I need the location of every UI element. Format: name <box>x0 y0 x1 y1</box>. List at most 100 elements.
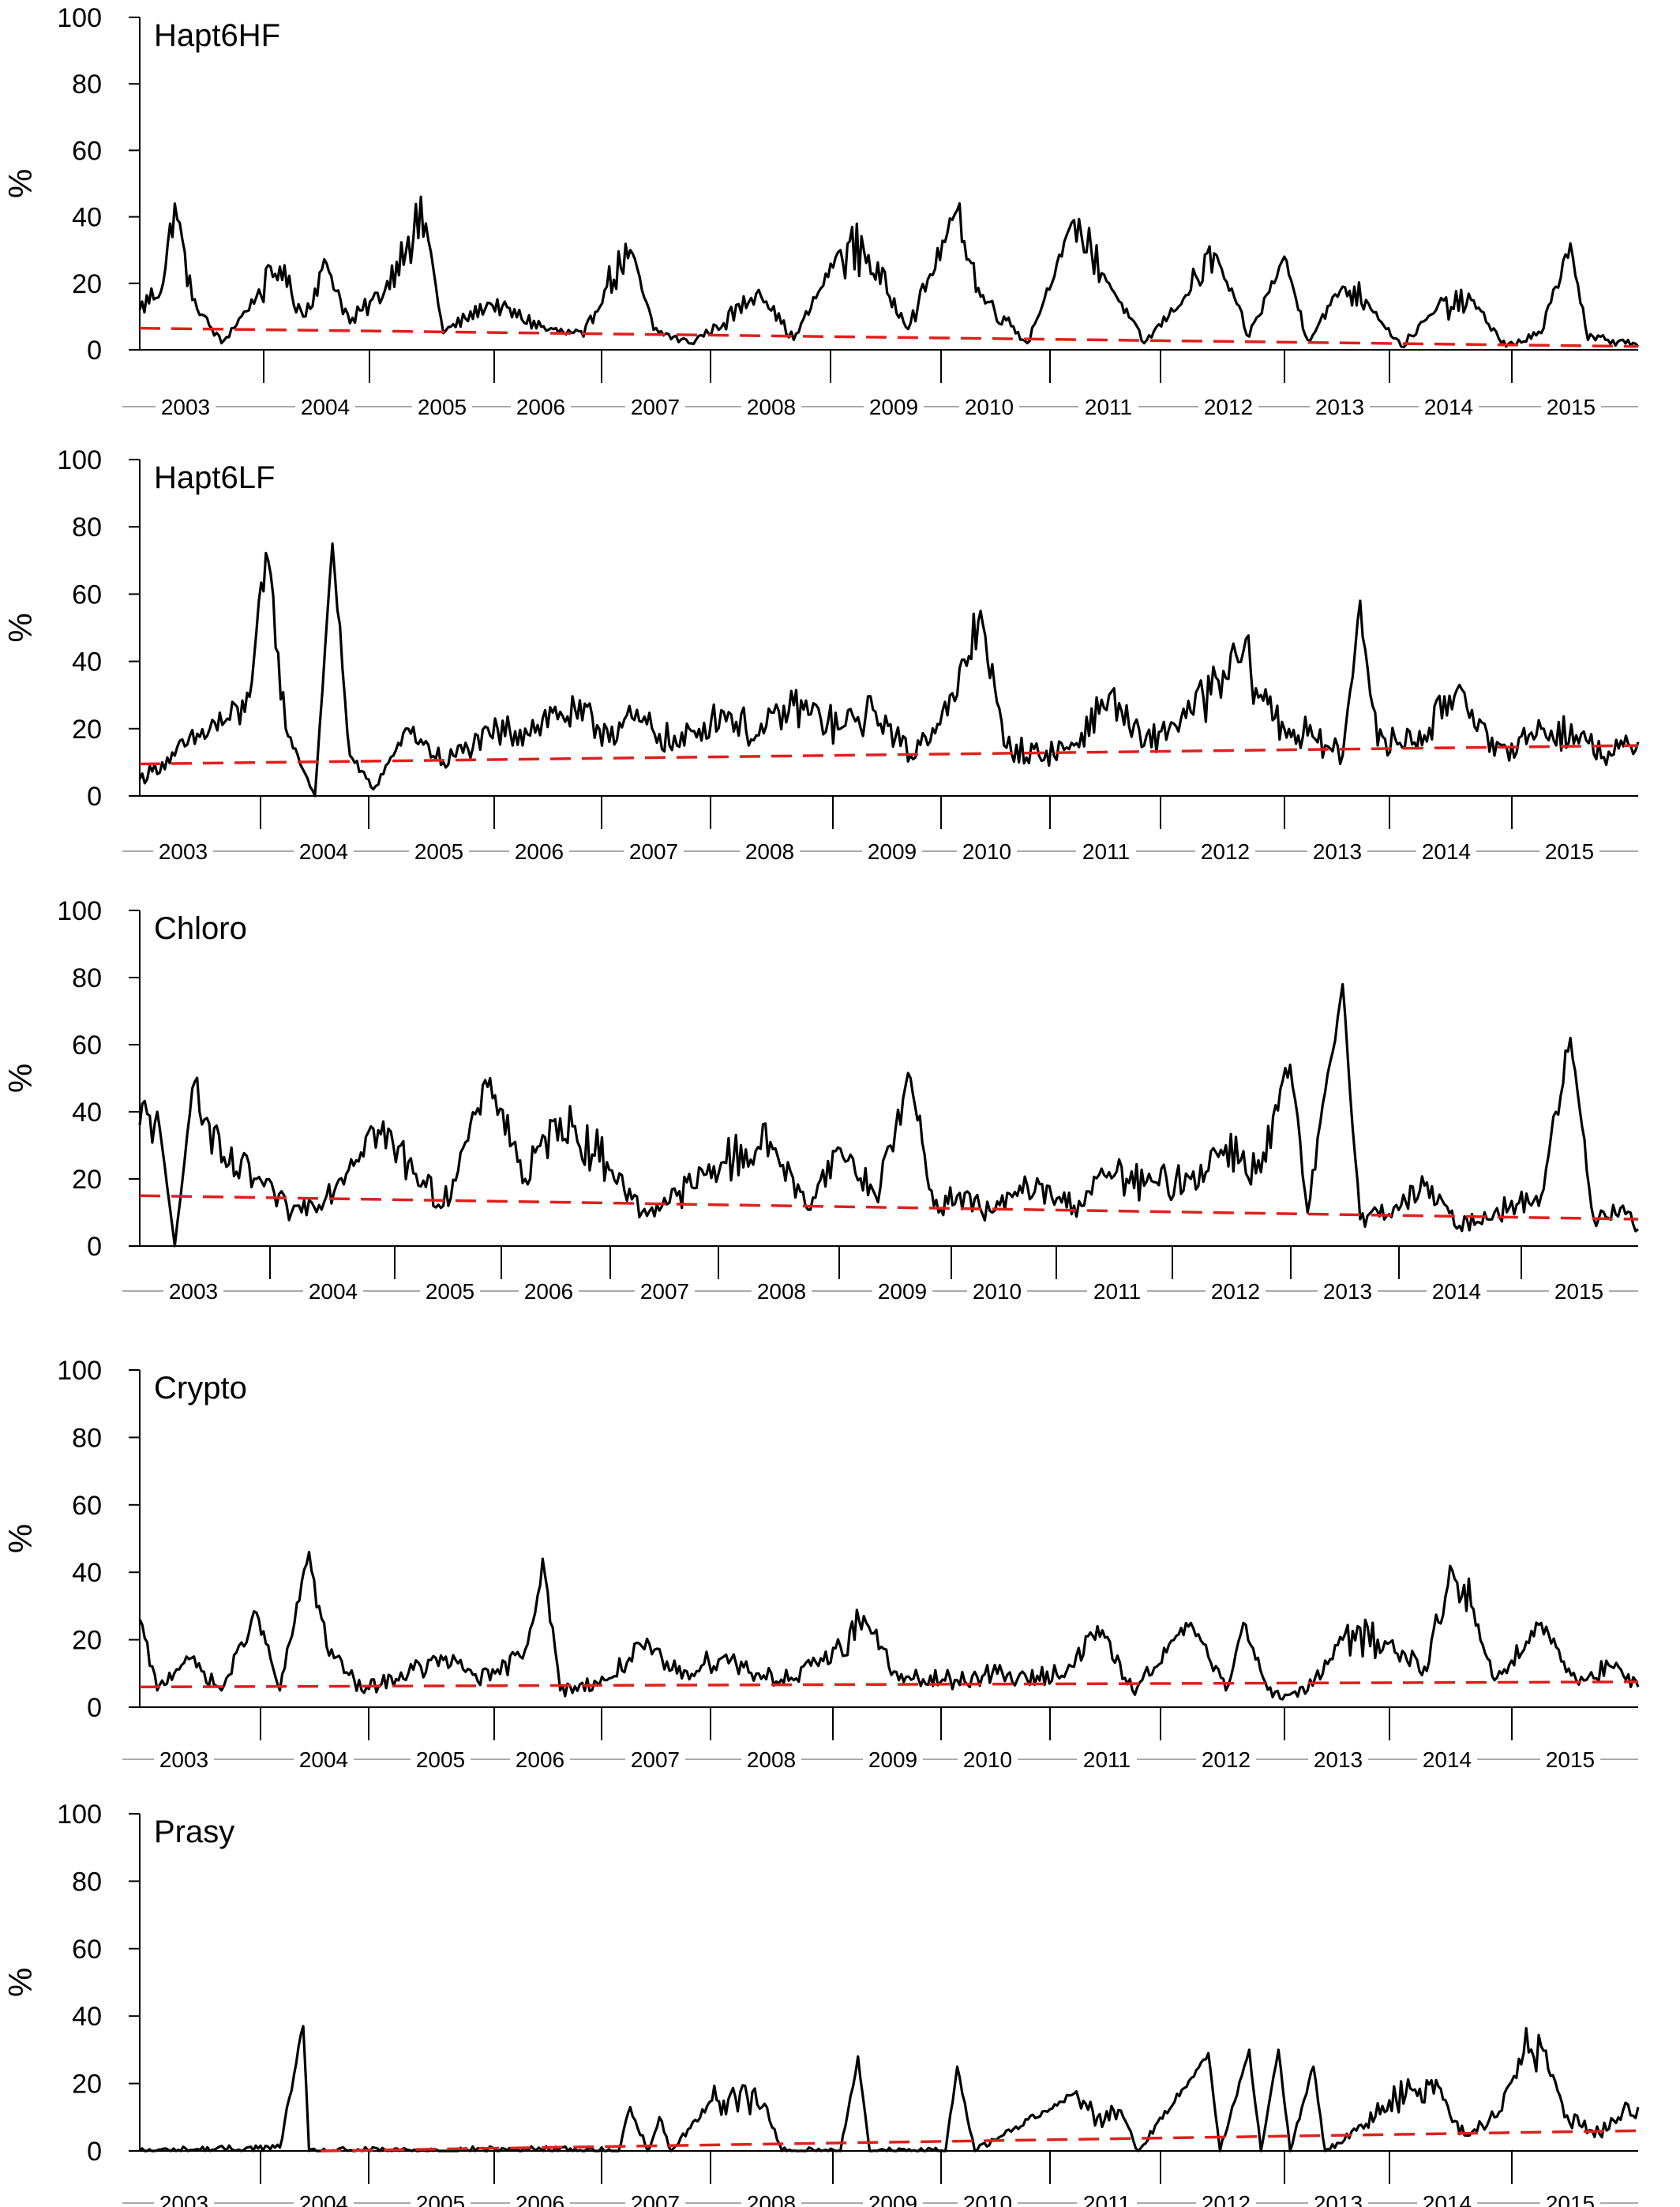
y-tick-label: 80 <box>72 69 102 99</box>
year-label-bg <box>510 2192 570 2207</box>
y-tick-label: 80 <box>72 1423 102 1453</box>
chart-panel-crypto: 0 20 40 60 80 100% Crypto 2003 2004 2005 2006 2007 2… <box>2 1356 1640 1772</box>
year-label-bg <box>1308 1748 1368 1770</box>
panel-title: Hapt6LF <box>154 460 275 495</box>
year-label-bg <box>1541 396 1601 418</box>
year-label: 2010 <box>963 1747 1012 1772</box>
year-label-bg <box>420 1280 480 1302</box>
y-axis-label: % <box>2 613 39 642</box>
year-label: 2003 <box>169 1279 218 1304</box>
year-label-bg <box>741 396 801 418</box>
year-label-bg <box>958 2192 1018 2207</box>
year-label: 2006 <box>524 1279 573 1304</box>
year-label-bg <box>1196 1748 1256 1770</box>
y-tick-label: 40 <box>72 647 102 677</box>
y-tick-label: 100 <box>57 445 102 475</box>
year-label-bg <box>625 396 685 418</box>
trend-line <box>139 1194 1639 1221</box>
year-label-bg <box>1196 2192 1256 2207</box>
year-label-bg <box>740 840 800 862</box>
year-label: 2007 <box>631 1747 680 1772</box>
year-label: 2010 <box>963 2191 1012 2207</box>
year-label: 2008 <box>757 1279 806 1304</box>
year-label: 2014 <box>1424 395 1473 419</box>
year-label: 2003 <box>159 839 208 864</box>
y-tick-label: 60 <box>72 1935 102 1965</box>
year-label-bg <box>1310 396 1370 418</box>
year-label-bg <box>294 840 354 862</box>
y-axis-label: % <box>2 1064 39 1093</box>
year-label-bg <box>1078 396 1138 418</box>
year-label-bg <box>411 1748 471 1770</box>
year-label: 2009 <box>869 395 918 419</box>
y-tick-label: 100 <box>57 3 102 33</box>
year-label-bg <box>294 1748 354 1770</box>
panel-title: Crypto <box>154 1371 247 1406</box>
year-label: 2006 <box>516 2191 564 2207</box>
year-label-bg <box>156 396 216 418</box>
year-label-bg <box>635 1280 695 1302</box>
year-label-bg <box>153 840 213 862</box>
y-tick-label: 20 <box>72 715 102 745</box>
chart-panel-chloro: 0 20 40 60 80 100% Chloro 2003 2004 2005 2006 2007 2… <box>2 896 1639 1304</box>
trend-line <box>139 744 1639 766</box>
series-line <box>138 195 1640 349</box>
year-label-bg <box>959 396 1019 418</box>
year-label: 2013 <box>1323 1279 1372 1304</box>
year-label: 2011 <box>1093 1279 1141 1304</box>
year-label: 2013 <box>1314 2191 1363 2207</box>
year-label: 2008 <box>747 395 796 419</box>
year-label-bg <box>1198 396 1258 418</box>
y-tick-label: 0 <box>87 2137 102 2167</box>
y-tick-label: 40 <box>72 1558 102 1588</box>
year-label: 2015 <box>1547 395 1596 419</box>
year-label-bg <box>1427 1280 1487 1302</box>
year-label-bg <box>1087 1280 1147 1302</box>
year-label-bg <box>752 1280 812 1302</box>
year-label: 2014 <box>1432 1279 1481 1304</box>
year-label-bg <box>741 1748 801 1770</box>
year-label: 2008 <box>747 1747 796 1772</box>
year-label-bg <box>1540 2192 1600 2207</box>
series-line <box>138 982 1639 1248</box>
year-label-bg <box>294 2192 354 2207</box>
year-label: 2009 <box>878 1279 927 1304</box>
year-label-bg <box>154 1748 214 1770</box>
year-label: 2013 <box>1315 395 1364 419</box>
year-label-bg <box>163 1280 223 1302</box>
year-label: 2003 <box>161 395 210 419</box>
year-label-bg <box>412 396 472 418</box>
year-label: 2012 <box>1204 395 1253 419</box>
year-label-bg <box>1307 840 1367 862</box>
year-label-bg <box>625 2192 685 2207</box>
year-label: 2015 <box>1546 1747 1595 1772</box>
year-label-bg <box>863 1748 923 1770</box>
year-label-bg <box>741 2192 801 2207</box>
year-label: 2010 <box>965 395 1014 419</box>
y-tick-label: 80 <box>72 963 102 993</box>
y-tick-label: 20 <box>72 269 102 299</box>
year-label: 2009 <box>868 2191 917 2207</box>
year-label-bg <box>1077 2192 1137 2207</box>
year-label: 2011 <box>1085 395 1132 419</box>
year-label: 2010 <box>973 1279 1022 1304</box>
year-label-bg <box>1549 1280 1609 1302</box>
y-tick-label: 20 <box>72 1165 102 1195</box>
y-tick-label: 80 <box>72 1867 102 1897</box>
year-label: 2004 <box>309 1279 358 1304</box>
year-label-bg <box>409 840 469 862</box>
year-label: 2007 <box>629 839 678 864</box>
year-label-bg <box>862 840 922 862</box>
year-label: 2014 <box>1423 1747 1472 1772</box>
year-label-bg <box>1195 840 1255 862</box>
year-label-bg <box>295 396 355 418</box>
panel-title: Chloro <box>154 911 247 946</box>
y-tick-label: 80 <box>72 512 102 542</box>
year-label: 2012 <box>1201 839 1250 864</box>
y-tick-label: 100 <box>57 1356 102 1386</box>
year-label-bg <box>1206 1280 1266 1302</box>
y-tick-label: 20 <box>72 1626 102 1656</box>
year-label: 2015 <box>1545 839 1594 864</box>
year-label: 2014 <box>1423 2191 1472 2207</box>
year-label-bg <box>1417 2192 1477 2207</box>
